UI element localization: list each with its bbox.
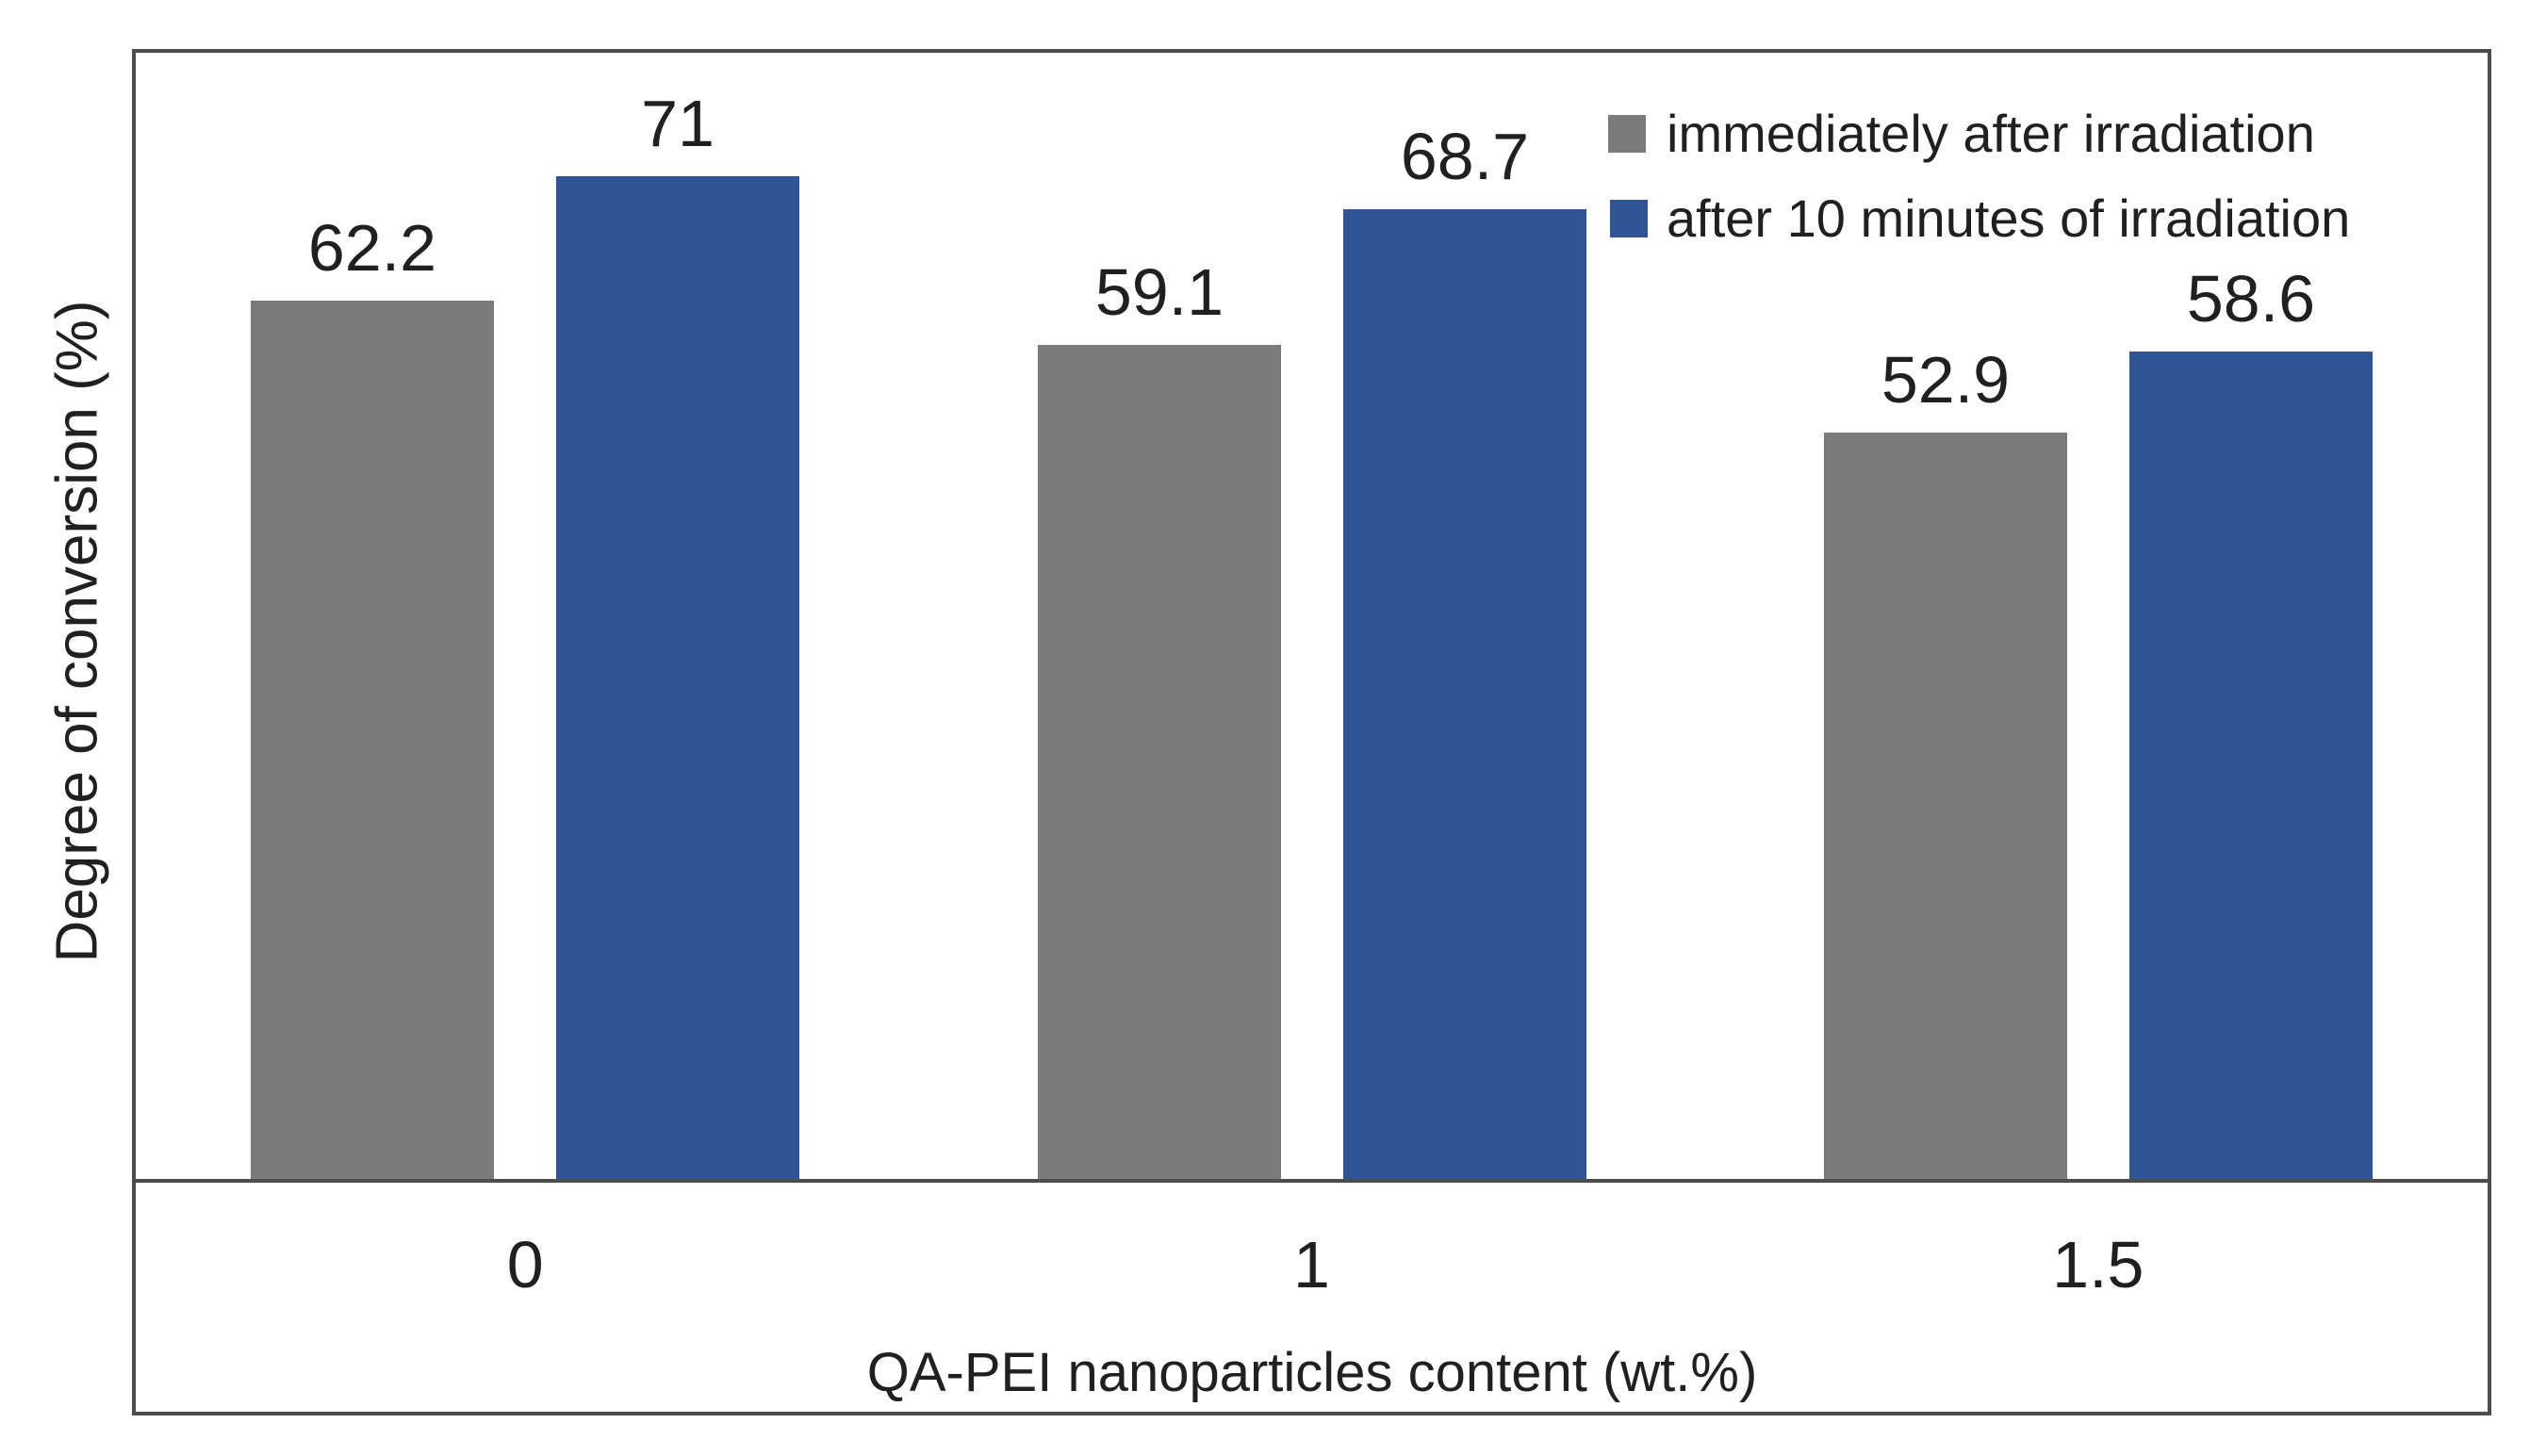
value-label-series2-cat2: 68.7	[1400, 120, 1530, 193]
legend-marker-series2	[1610, 200, 1648, 237]
bar-series1-cat1	[251, 301, 494, 1181]
value-label-series1-cat1: 62.2	[307, 211, 437, 285]
x-tick-label-3: 1.5	[2052, 1228, 2144, 1301]
x-tick-label-2: 1	[1293, 1228, 1330, 1301]
legend-marker-series1	[1608, 115, 1646, 153]
bar-series1-cat3	[1824, 433, 2067, 1181]
value-label-series2-cat3: 58.6	[2186, 262, 2316, 335]
y-axis-title: Degree of conversion (%)	[44, 300, 110, 963]
x-axis-line	[132, 1179, 2491, 1183]
value-label-series1-cat2: 59.1	[1094, 255, 1224, 329]
bar-series2-cat1	[556, 176, 799, 1181]
x-axis-title: QA-PEI nanoparticles content (wt.%)	[866, 1342, 1758, 1403]
bar-series2-cat3	[2129, 352, 2373, 1181]
legend-label-series2: after 10 minutes of irradiation	[1667, 188, 2351, 248]
value-label-series2-cat1: 71	[641, 87, 715, 160]
value-label-series1-cat3: 52.9	[1881, 343, 2011, 417]
bar-series1-cat2	[1038, 345, 1281, 1181]
bar-series2-cat2	[1343, 209, 1586, 1181]
legend-label-series1: immediately after irradiation	[1667, 104, 2315, 163]
x-tick-label-1: 0	[506, 1228, 544, 1301]
